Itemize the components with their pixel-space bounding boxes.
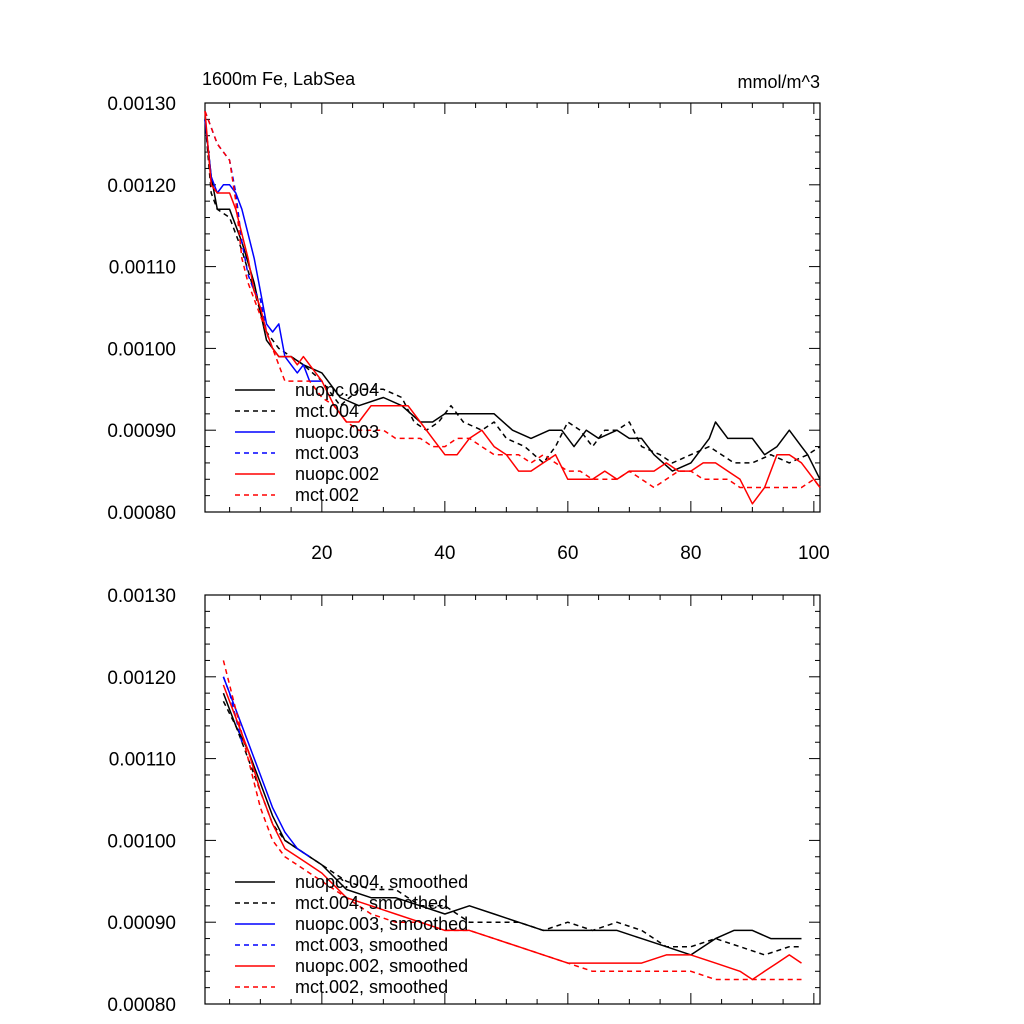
- chart0-y-tick-label: 0.00130: [107, 94, 176, 115]
- chart0-y-tick-label: 0.00120: [107, 176, 176, 197]
- chart0-y-tick-label: 0.00100: [107, 339, 176, 360]
- chart0-x-tick-label: 40: [434, 543, 455, 564]
- chart1-legend-label-5: mct.002, smoothed: [295, 977, 448, 997]
- chart0-y-tick-label: 0.00090: [107, 421, 176, 442]
- chart0-x-tick-label: 100: [798, 543, 830, 564]
- chart1-y-tick-label: 0.00120: [107, 668, 176, 689]
- chart1-series-line-0: [222, 692, 802, 956]
- chart1-legend-label-2: nuopc.003, smoothed: [295, 914, 468, 934]
- top-panel: 20 40 60 80 100 0.00080 0.00090 0.00100 0.00110 0…: [107, 69, 829, 564]
- chart1-series-line-4: [222, 684, 802, 981]
- chart1-y-tick-label: 0.00080: [107, 995, 176, 1016]
- chart1-legend-label-1: mct.004, smoothed: [295, 893, 448, 913]
- chart0-series-line-5: [204, 110, 821, 489]
- chart0-x-tick-label: 60: [557, 543, 578, 564]
- chart0-y-tick-label: 0.00110: [109, 258, 176, 279]
- chart1-y-tick-label: 0.00090: [107, 913, 176, 934]
- chart1-y-tick-label: 0.00130: [107, 586, 176, 607]
- chart0-title-right: mmol/m^3: [738, 72, 820, 92]
- chart0-title-left: 1600m Fe, LabSea: [202, 69, 356, 89]
- chart1-y-tick-label: 0.00100: [107, 831, 176, 852]
- chart0-series-line-1: [204, 119, 821, 464]
- chart0-x-tick-label: 80: [680, 543, 701, 564]
- chart0-frame: [204, 102, 821, 513]
- chart1-legend-label-4: nuopc.002, smoothed: [295, 956, 468, 976]
- chart0-y-tick-label: 0.00080: [107, 503, 176, 524]
- chart0-legend-label-1: mct.004: [295, 401, 359, 421]
- chart1-series-line-5: [222, 660, 802, 981]
- chart0-legend-label-5: mct.002: [295, 485, 359, 505]
- chart0-series-line-2: [204, 119, 322, 382]
- bottom-panel: 0.00080 0.00090 0.00100 0.00110 0.00120 0.001…: [107, 586, 821, 1016]
- chart0-legend-label-2: nuopc.003: [295, 422, 379, 442]
- chart1-legend-label-0: nuopc.004, smoothed: [295, 872, 468, 892]
- chart1-legend-label-3: mct.003, smoothed: [295, 935, 448, 955]
- chart0-legend-label-3: mct.003: [295, 443, 359, 463]
- chart1-series-line-1: [222, 700, 802, 956]
- chart0-legend-label-0: nuopc.004: [295, 380, 379, 400]
- chart1-y-tick-label: 0.00110: [109, 750, 176, 771]
- chart1-frame: [204, 594, 821, 1005]
- chart0-x-tick-label: 20: [311, 543, 332, 564]
- chart0-legend-label-4: nuopc.002: [295, 464, 379, 484]
- chart1-series-line-3: [222, 676, 243, 743]
